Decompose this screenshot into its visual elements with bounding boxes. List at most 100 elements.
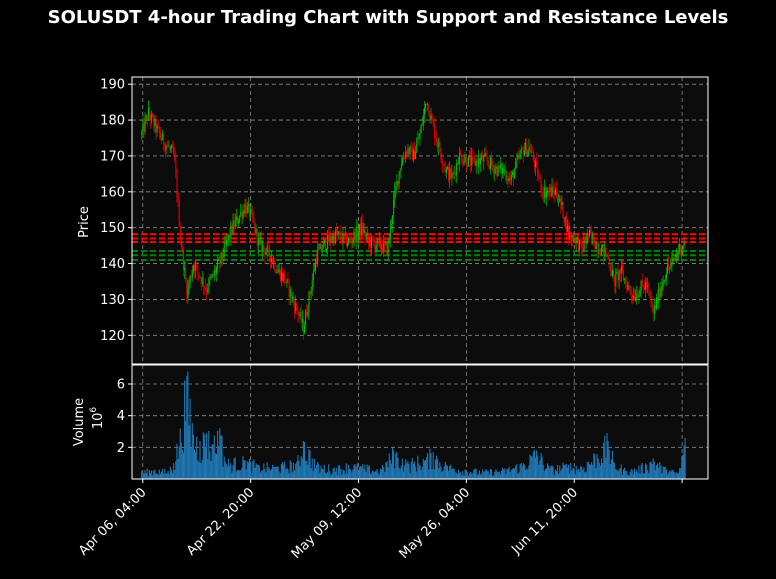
candle-body [439, 141, 441, 152]
volume-bar [488, 474, 490, 479]
candle-body [160, 133, 161, 139]
volume-bar [684, 437, 686, 479]
volume-bar [657, 463, 659, 479]
candle-body [305, 311, 307, 326]
volume-bar [455, 472, 457, 479]
candle-body [491, 157, 493, 165]
candle-body [658, 287, 660, 303]
volume-bar [587, 461, 589, 479]
candle-body [432, 120, 434, 125]
volume-bar [432, 452, 434, 479]
volume-bar [477, 473, 479, 479]
volume-bar [369, 474, 372, 479]
volume-bar [497, 472, 499, 479]
candle-body [327, 234, 329, 249]
volume-bar [221, 436, 223, 479]
candle-body [178, 200, 180, 227]
candle-body [157, 125, 159, 128]
candle-body [622, 265, 623, 272]
volume-bar [416, 471, 418, 479]
candle-body [257, 237, 259, 246]
candle-body [399, 169, 401, 172]
candle-body [361, 222, 363, 235]
candle-body [331, 240, 333, 242]
volume-bar [559, 465, 561, 479]
volume-bar [323, 464, 325, 479]
candle-body [487, 160, 489, 165]
volume-bar [244, 460, 246, 479]
time-tick-label: Jun 11, 20:00 [508, 485, 581, 558]
candle-body [591, 232, 593, 238]
volume-bar [193, 449, 196, 479]
candle-body [512, 172, 513, 175]
candle-body [386, 242, 388, 255]
candle-body [650, 297, 652, 303]
volume-bar [611, 450, 614, 479]
volume-bar [246, 461, 248, 479]
candle-body [515, 160, 517, 170]
candle-body [574, 238, 576, 244]
volume-bar [578, 471, 581, 479]
candle-body [174, 153, 176, 160]
candle-body [549, 187, 551, 193]
volume-bar [141, 471, 143, 479]
candle-body [294, 301, 296, 311]
volume-bar [287, 469, 289, 479]
candle-body [311, 280, 313, 291]
candle-body [625, 278, 627, 283]
volume-bar [482, 469, 484, 479]
volume-bar [399, 468, 401, 479]
volume-bar [677, 472, 680, 479]
candle-body [482, 156, 484, 162]
candle-body [410, 146, 412, 148]
candle-body [652, 307, 654, 314]
candle-body [572, 235, 574, 242]
volume-bar [248, 458, 251, 479]
candle-body [320, 244, 322, 251]
volume-bar [167, 471, 169, 479]
candle-body [355, 226, 357, 243]
candle-body [629, 286, 631, 292]
volume-bar [475, 468, 477, 479]
volume-bar [314, 468, 317, 479]
volume-bar [153, 470, 155, 479]
volume-bar [350, 469, 352, 479]
volume-bar [220, 435, 222, 479]
volume-bar [485, 469, 487, 479]
candle-body [150, 115, 152, 121]
candle-body [420, 124, 422, 134]
volume-bar [598, 462, 600, 479]
candle-body [649, 291, 651, 298]
volume-bar [487, 471, 489, 479]
candle-body [505, 169, 507, 180]
candle-body [389, 225, 391, 239]
candle-body [634, 295, 636, 301]
volume-bar [203, 434, 205, 479]
volume-bar [532, 451, 534, 479]
volume-bar [295, 463, 297, 479]
candle-body [554, 189, 556, 195]
volume-bar [305, 460, 307, 479]
volume-bar [255, 463, 257, 479]
volume-bar [408, 464, 410, 479]
volume-bar [622, 469, 625, 479]
candle-body [583, 239, 585, 251]
volume-bar [581, 466, 583, 479]
volume-bar [464, 469, 466, 479]
volume-bar [528, 465, 530, 479]
volume-bar [632, 474, 634, 479]
candle-body [306, 311, 308, 316]
volume-bar [400, 465, 402, 479]
candle-body [367, 234, 369, 242]
volume-bar [284, 461, 286, 479]
candle-body [630, 291, 632, 296]
candle-body [164, 145, 166, 151]
candle-body [141, 132, 143, 135]
candle-body [418, 138, 420, 140]
candle-body [353, 231, 355, 240]
candle-body [477, 158, 479, 167]
price-tick-label: 190 [100, 78, 125, 93]
candle-body [546, 192, 548, 198]
candle-body [494, 168, 496, 174]
volume-bar [349, 469, 351, 479]
